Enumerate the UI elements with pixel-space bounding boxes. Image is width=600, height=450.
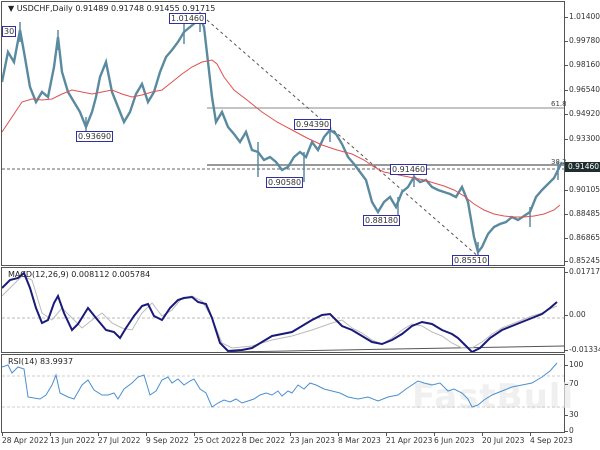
fib-618-label: 61.8 [551,100,567,108]
y-tick: 0.99780 [564,36,600,45]
trend-line [206,19,481,259]
annotation-low-2: 0.90580 [266,177,304,188]
macd-plot [2,271,564,352]
y-tick: 0.94920 [564,109,600,118]
annotation-low-3: 0.88180 [363,215,401,226]
x-tick: 27 Jul 2022 [98,432,141,445]
rsi-panel[interactable]: FastBull RSI(14) 83.9937 [1,354,573,433]
macd-title: MACD(12,26,9) 0.008112 0.005784 [8,270,151,279]
chart-title: ▼ USDCHF,Daily 0.91489 0.91748 0.91455 0… [8,4,216,13]
moving-average-line [2,59,561,218]
annotation-low-1: 0.93690 [76,131,114,142]
macd-panel[interactable]: MACD(12,26,9) 0.008112 0.005784 [1,267,565,353]
x-tick: 21 Apr 2023 [386,432,433,445]
x-tick: 8 Mar 2023 [338,432,381,445]
rsi-title: RSI(14) 83.9937 [8,357,74,366]
annotation-high-3: 0.91460 [390,164,428,175]
annotation-high-2: 0.94390 [294,119,332,130]
rsi-plot [2,362,564,408]
current-price-tag: 0.91460 [565,162,600,172]
x-tick: 9 Sep 2022 [146,432,189,445]
y-tick: 0.90105 [564,185,600,194]
macd-y-axis: 0.017176 0.00 -0.01334 [565,266,600,354]
x-tick: 13 Jun 2022 [50,432,96,445]
y-tick: 0.00 [565,310,586,319]
price-chart-panel[interactable]: ▼ USDCHF,Daily 0.91489 0.91748 0.91455 0… [1,1,567,266]
fib-382-label: 38.2 [551,158,567,166]
y-tick: -0.01334 [565,345,600,354]
x-tick: 23 Jan 2023 [290,432,335,445]
y-tick: 0.85245 [564,256,600,265]
y-tick: 70 [565,379,579,388]
annotation-low-4: 0.85510 [452,255,490,266]
y-tick: 0 [565,426,574,435]
annotation-left-edge: 30 [2,26,17,37]
x-tick: 20 Jul 2023 [482,432,525,445]
macd-line [2,271,558,352]
y-tick: 0.96540 [564,85,600,94]
x-tick: 8 Dec 2022 [242,432,286,445]
y-tick: 1.01400 [564,12,600,21]
y-tick: 30 [565,410,579,419]
y-tick: 0.88485 [564,209,600,218]
rsi-line [2,362,558,408]
macd-signal-line [2,275,558,349]
y-tick: 0.017176 [565,267,600,276]
y-tick: 100 [564,360,584,369]
annotation-high-1: 1.01460 [169,13,207,24]
x-tick: 6 Jun 2023 [434,432,475,445]
y-tick: 0.98160 [564,60,600,69]
x-tick: 25 Oct 2022 [194,432,241,445]
y-tick: 0.93300 [564,134,600,143]
macd-trend-line [229,345,564,352]
rsi-y-axis: 100 70 30 0 [564,353,600,435]
price-bars [2,14,564,255]
time-axis: 28 Apr 2022 13 Jun 2022 27 Jul 2022 9 Se… [0,432,573,450]
y-tick: 0.86865 [564,233,600,242]
price-y-axis: 1.01400 0.99780 0.98160 0.96540 0.94920 … [564,0,600,265]
x-tick: 4 Sep 2023 [530,432,573,445]
price-plot [2,12,564,260]
x-tick: 28 Apr 2022 [2,432,49,445]
